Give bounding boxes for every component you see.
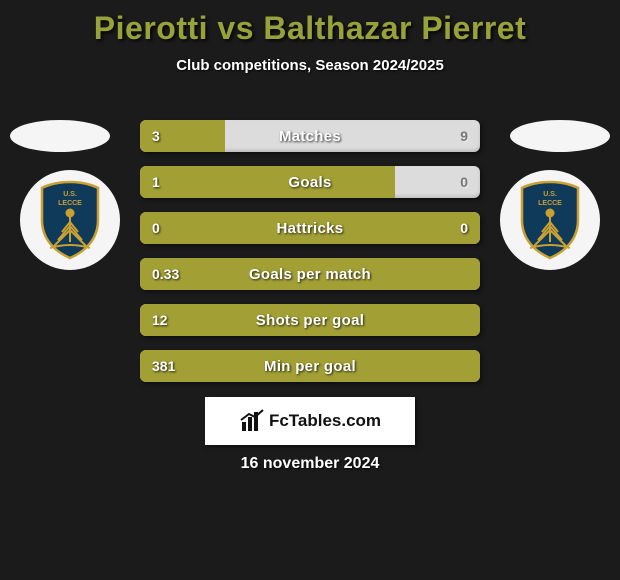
right-club-badge: U.S. LECCE [500,170,600,270]
left-club-badge: U.S. LECCE [20,170,120,270]
stat-label: Hattricks [140,212,480,244]
date-text: 16 november 2024 [0,455,620,473]
brand-box: FcTables.com [205,397,415,445]
svg-text:LECCE: LECCE [538,200,562,207]
svg-text:LECCE: LECCE [58,200,82,207]
svg-text:U.S.: U.S. [543,191,557,198]
stat-bar: 3Matches9 [140,120,480,152]
stat-label: Matches [140,120,480,152]
left-player-ellipse [10,120,110,152]
stat-right-value: 9 [460,120,468,152]
stat-label: Min per goal [140,350,480,382]
page-title: Pierotti vs Balthazar Pierret [0,10,620,47]
stat-bar: 1Goals0 [140,166,480,198]
stat-label: Shots per goal [140,304,480,336]
lecce-crest-icon: U.S. LECCE [36,180,104,260]
stat-right-value: 0 [460,212,468,244]
stat-label: Goals per match [140,258,480,290]
svg-text:U.S.: U.S. [63,191,77,198]
fctables-logo-icon [239,408,265,434]
lecce-crest-icon: U.S. LECCE [516,180,584,260]
subtitle: Club competitions, Season 2024/2025 [0,57,620,74]
stat-bar: 381Min per goal [140,350,480,382]
stat-label: Goals [140,166,480,198]
brand-text: FcTables.com [269,411,381,431]
stat-right-value: 0 [460,166,468,198]
stat-bar: 12Shots per goal [140,304,480,336]
comparison-card: Pierotti vs Balthazar Pierret Club compe… [0,0,620,580]
stat-bar: 0.33Goals per match [140,258,480,290]
stats-bars: 3Matches91Goals00Hattricks00.33Goals per… [140,120,480,396]
right-player-ellipse [510,120,610,152]
stat-bar: 0Hattricks0 [140,212,480,244]
